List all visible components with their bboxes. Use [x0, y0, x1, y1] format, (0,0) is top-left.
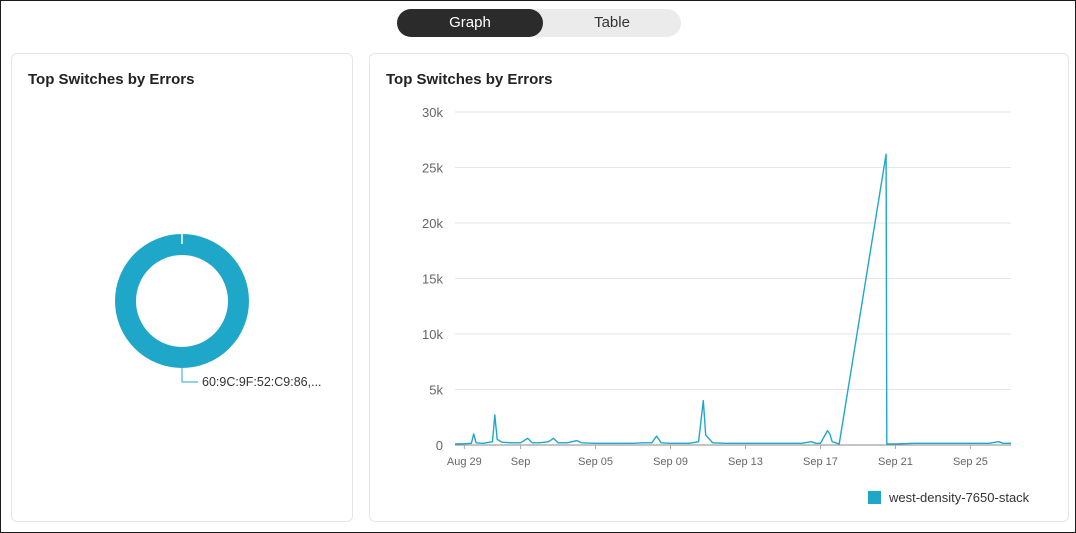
- x-axis-ticks: Aug 29 Sep Sep 05 Sep 09 Sep 13 Sep 17 Sep 21 S…: [447, 445, 988, 468]
- donut-label-leader: [181, 368, 198, 383]
- line-chart: 0 5k 10k 15k 20k 25k 30k Aug 29 Sep Sep 05 Sep 09…: [422, 105, 1011, 468]
- view-toggle: Graph Table: [397, 9, 681, 37]
- y-tick-label: 10k: [422, 327, 443, 342]
- series-layer: [454, 153, 1011, 445]
- series-line[interactable]: [454, 153, 1011, 445]
- x-tick-label: Sep 21: [878, 456, 913, 468]
- y-axis-ticks: 0 5k 10k 15k 20k 25k 30k: [422, 105, 443, 453]
- right-card-title: Top Switches by Errors: [386, 71, 553, 88]
- legend-label: west-density-7650-stack: [889, 490, 1030, 505]
- donut-slice-label: 60:9C:9F:52:C9:86,...: [202, 375, 322, 389]
- left-chart-card: Top Switches by Errors 60:9C:9F:52:C9:86…: [11, 53, 353, 522]
- donut-slice[interactable]: [115, 234, 249, 368]
- y-tick-label: 15k: [422, 272, 443, 287]
- x-tick-label: Sep 25: [953, 456, 988, 468]
- left-card-title: Top Switches by Errors: [28, 71, 195, 88]
- donut-chart: 60:9C:9F:52:C9:86,...: [115, 230, 322, 389]
- legend-swatch: [868, 491, 881, 504]
- y-tick-label: 5k: [429, 383, 443, 398]
- right-chart-card: Top Switches by Errors 0 5k 10k 15k 20k 25k 30…: [369, 53, 1069, 522]
- table-tab[interactable]: Table: [594, 14, 630, 31]
- y-tick-label: 25k: [422, 161, 443, 176]
- y-tick-label: 20k: [422, 216, 443, 231]
- y-tick-label: 0: [436, 438, 443, 453]
- x-tick-label: Sep 17: [803, 456, 838, 468]
- x-tick-label: Sep 09: [653, 456, 688, 468]
- chart-legend[interactable]: west-density-7650-stack: [868, 490, 1029, 505]
- y-tick-label: 30k: [422, 105, 443, 120]
- x-tick-label: Aug 29: [447, 456, 482, 468]
- x-tick-label: Sep: [511, 456, 531, 468]
- x-tick-label: Sep 05: [578, 456, 613, 468]
- graph-tab[interactable]: Graph: [397, 9, 543, 37]
- grid-lines: [455, 111, 1011, 446]
- x-tick-label: Sep 13: [728, 456, 763, 468]
